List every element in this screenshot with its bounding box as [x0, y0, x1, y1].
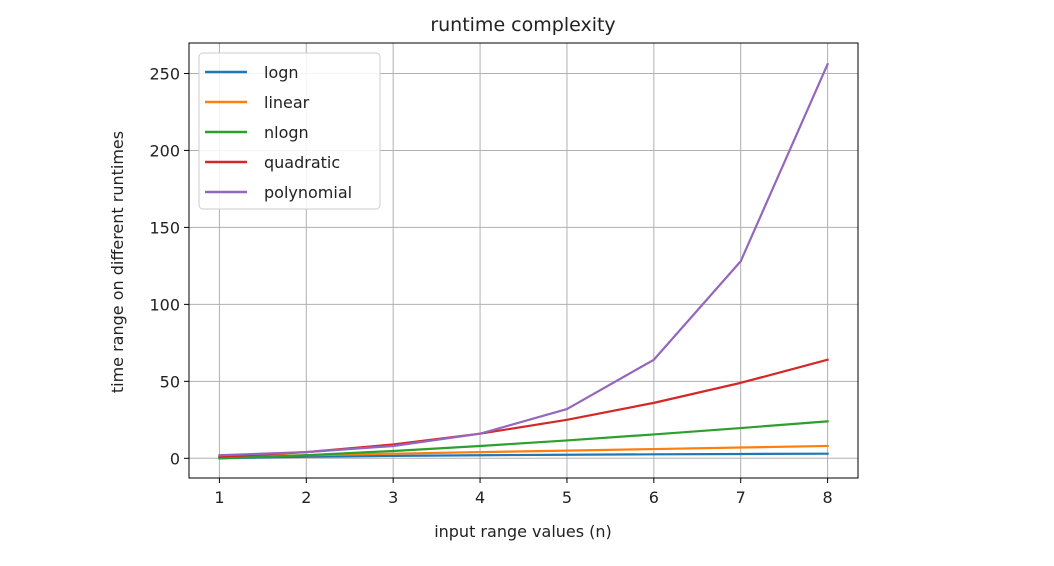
legend: logn linear nlogn quadratic polynomial [198, 52, 381, 210]
x-tick-label: 8 [822, 488, 832, 507]
x-tick-label: 3 [388, 488, 398, 507]
legend-label-logn: logn [264, 63, 299, 82]
series-line-polynomial [218, 62, 830, 457]
legend-label-nlogn: nlogn [264, 123, 309, 142]
chart-title: runtime complexity [430, 14, 615, 36]
y-tick-label: 50 [160, 372, 180, 391]
y-tick-label: 200 [149, 141, 180, 160]
x-axis-label: input range values (n) [434, 522, 612, 541]
series-line-logn [218, 452, 829, 460]
y-tick-label: 0 [170, 449, 180, 468]
ticks-layer: 1 2 3 4 5 6 7 8 0 50 100 150 200 250 [149, 64, 832, 507]
x-tick-label: 2 [301, 488, 311, 507]
x-tick-label: 5 [562, 488, 572, 507]
y-axis-label: time range on different runtimes [108, 131, 127, 393]
legend-label-polynomial: polynomial [264, 183, 352, 202]
legend-label-linear: linear [264, 93, 310, 112]
y-tick-label: 150 [149, 218, 180, 237]
x-tick-label: 7 [736, 488, 746, 507]
x-tick-label: 1 [214, 488, 224, 507]
series-layer [218, 62, 830, 460]
x-tick-label: 6 [649, 488, 659, 507]
y-tick-label: 100 [149, 295, 180, 314]
legend-box [198, 52, 381, 210]
grid-layer [189, 43, 858, 478]
plot-frame [188, 42, 859, 479]
y-tick-label: 250 [149, 64, 180, 83]
x-tick-label: 4 [475, 488, 485, 507]
legend-label-quadratic: quadratic [264, 153, 340, 172]
series-line-nlogn [218, 420, 829, 460]
